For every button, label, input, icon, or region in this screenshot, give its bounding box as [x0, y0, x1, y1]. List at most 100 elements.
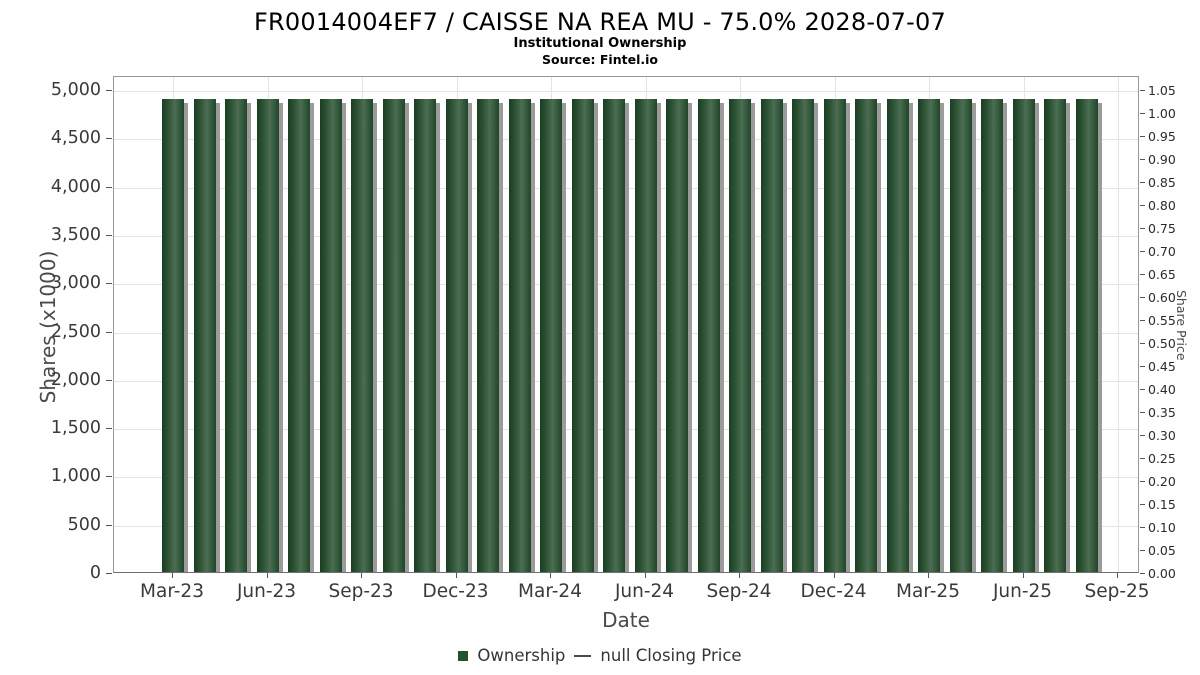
y-axis-label-share-price: Share Price: [1174, 289, 1189, 361]
y-right-tick-label: 0.00: [1148, 566, 1176, 581]
ownership-bar: [1012, 98, 1035, 572]
x-tick: [172, 573, 173, 578]
x-tick: [361, 573, 362, 578]
x-tick: [266, 573, 268, 578]
x-tick-label: Jun-23: [236, 581, 297, 602]
ownership-bar: [477, 98, 499, 572]
y-left-tick: [106, 186, 112, 188]
y-left-tick: [106, 234, 112, 236]
horizontal-gridline: [114, 332, 1138, 334]
y-left-tick: [106, 573, 112, 574]
y-right-tick: [1140, 320, 1145, 321]
x-tick-label: Dec-24: [800, 581, 867, 602]
y-left-tick-label: 0: [89, 563, 101, 583]
x-tick-label: Sep-24: [706, 581, 772, 602]
y-right-tick-label: 0.60: [1148, 290, 1176, 305]
y-right-tick: [1140, 113, 1145, 114]
y-right-tick: [1140, 389, 1145, 390]
x-tick: [1117, 573, 1118, 578]
y-right-tick-label: 1.00: [1148, 106, 1176, 121]
horizontal-gridline: [114, 139, 1138, 141]
y-right-tick-label: 0.35: [1148, 405, 1176, 420]
y-right-tick: [1140, 527, 1145, 528]
chart-title: FR0014004EF7 / CAISSE NA REA MU - 75.0% …: [254, 8, 946, 36]
ownership-bar: [382, 98, 405, 572]
x-tick-label: Jun-24: [614, 581, 675, 602]
x-tick: [644, 573, 646, 578]
y-left-tick-label: 2,500: [50, 321, 101, 342]
y-left-tick: [106, 283, 112, 285]
y-right-tick: [1140, 159, 1145, 160]
y-left-tick-label: 1,000: [50, 466, 101, 487]
y-left-tick: [106, 379, 112, 381]
ownership-bar: [792, 98, 814, 572]
ownership-bar: [918, 98, 940, 572]
y-right-tick-label: 0.20: [1148, 474, 1176, 489]
y-right-tick: [1140, 251, 1145, 252]
chart-subtitle: Institutional Ownership: [513, 36, 687, 51]
horizontal-gridline: [114, 477, 1138, 479]
ownership-bar: [225, 98, 247, 572]
ownership-bar: [634, 98, 657, 572]
ownership-bar: [540, 98, 562, 572]
ownership-bar: [666, 98, 688, 572]
x-tick-label: Jun-25: [992, 581, 1053, 602]
chart-source: Source: Fintel.io: [542, 52, 658, 67]
horizontal-gridline: [114, 235, 1138, 237]
x-axis-label-date: Date: [602, 608, 650, 632]
y-left-tick-label: 5,000: [50, 80, 101, 100]
ownership-bar: [351, 98, 373, 572]
plot-area: [113, 76, 1139, 573]
y-right-tick: [1140, 435, 1145, 436]
horizontal-gridline: [114, 91, 1138, 92]
ownership-bar: [981, 98, 1003, 572]
y-right-tick-label: 0.25: [1148, 451, 1176, 466]
ownership-bar: [445, 98, 468, 572]
ownership-bar: [414, 98, 436, 572]
y-left-tick: [106, 138, 112, 140]
y-right-tick: [1140, 573, 1145, 574]
y-right-tick-label: 0.50: [1148, 336, 1176, 351]
y-right-tick: [1140, 550, 1145, 551]
ownership-bar: [508, 98, 531, 572]
y-left-tick: [106, 90, 112, 91]
x-tick: [739, 573, 740, 578]
ownership-bar: [886, 98, 909, 572]
y-right-tick-label: 0.95: [1148, 129, 1176, 144]
y-right-tick-label: 0.65: [1148, 267, 1176, 282]
legend-price-label: null Closing Price: [600, 646, 742, 665]
x-tick: [455, 573, 457, 578]
y-right-tick-label: 0.40: [1148, 382, 1176, 397]
y-right-tick: [1140, 458, 1145, 459]
y-left-tick-label: 4,500: [50, 128, 101, 149]
y-right-tick-label: 0.55: [1148, 313, 1176, 328]
y-right-tick-label: 1.05: [1148, 83, 1176, 98]
y-right-tick-label: 0.10: [1148, 520, 1176, 535]
y-right-tick: [1140, 481, 1145, 482]
ownership-bar: [319, 98, 342, 572]
y-left-tick-label: 500: [67, 514, 101, 535]
ownership-bar: [697, 98, 720, 572]
vertical-gridline: [1118, 77, 1119, 572]
ownership-swatch-icon: [458, 650, 469, 661]
y-right-tick-label: 0.80: [1148, 198, 1176, 213]
y-right-tick-label: 0.30: [1148, 428, 1176, 443]
y-right-tick: [1140, 274, 1145, 275]
y-right-tick-label: 0.05: [1148, 543, 1176, 558]
ownership-bar: [1044, 98, 1066, 572]
y-right-tick: [1140, 504, 1145, 505]
ownership-bar: [256, 98, 279, 572]
y-left-tick-label: 3,500: [50, 224, 101, 245]
horizontal-gridline: [114, 380, 1138, 382]
horizontal-gridline: [114, 187, 1138, 189]
y-right-tick-label: 0.15: [1148, 497, 1176, 512]
y-left-tick: [106, 331, 112, 333]
y-left-tick-label: 4,000: [50, 176, 101, 197]
x-tick-label: Mar-24: [518, 581, 582, 602]
y-left-tick: [106, 428, 112, 430]
ownership-bar: [949, 98, 972, 572]
ownership-bar: [571, 98, 594, 572]
y-right-tick: [1140, 297, 1145, 298]
legend-ownership-label: Ownership: [477, 646, 566, 665]
ownership-bar: [162, 98, 184, 572]
